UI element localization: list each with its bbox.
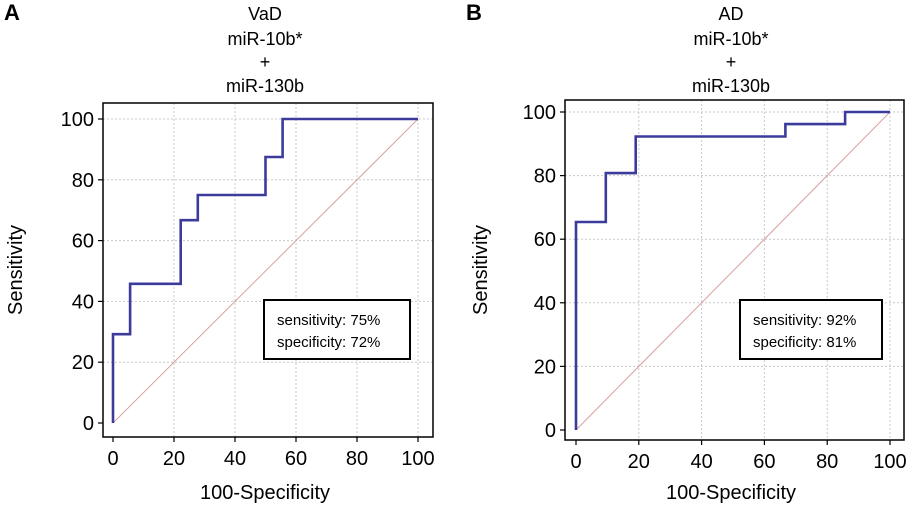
panel-a-x-tick-label: 20 <box>163 448 185 470</box>
panel-b-stats-box-frame <box>739 299 883 360</box>
panel-b-roc-curve <box>574 110 890 430</box>
panel-b-y-axis-label: Sensitivity <box>470 225 492 315</box>
panel-a-x-tick-label: 80 <box>346 448 368 470</box>
panel-b-y-tick-label: 20 <box>534 356 556 378</box>
panel-a-y-tick-label: 40 <box>72 291 94 313</box>
panel-label-b: B <box>466 0 482 25</box>
panel-b-x-tick-label: 20 <box>628 451 650 473</box>
panel-a-y-axis-label: Sensitivity <box>5 225 27 315</box>
panel-a-ticks: 0 20 40 60 80 100 0 20 40 60 80 100 <box>61 109 435 470</box>
panel-a-title-line-2: miR-10b* <box>227 29 302 49</box>
panel-b-title-line-1: AD <box>718 4 743 24</box>
panel-a-y-tick-label: 0 <box>83 413 94 435</box>
panel-b: B AD miR-10b* + miR-130b 0 20 40 60 80 100 0 20… <box>466 0 907 504</box>
panel-label-a: A <box>4 0 20 25</box>
panel-a-x-axis-label: 100-Specificity <box>200 482 330 504</box>
panel-a-x-tick-label: 40 <box>224 448 246 470</box>
panel-b-ticks: 0 20 40 60 80 100 0 20 40 60 80 100 <box>523 102 907 473</box>
panel-a-specificity-text: specificity: 72% <box>277 334 380 351</box>
panel-a-roc-curve <box>111 117 418 423</box>
panel-b-x-tick-label: 40 <box>690 451 712 473</box>
panel-b-y-tick-label: 60 <box>534 229 556 251</box>
panel-a-stats-box: sensitivity: 75% specificity: 72% <box>263 299 411 360</box>
panel-b-sensitivity-text: sensitivity: 92% <box>753 312 856 329</box>
panel-a-title-line-4: miR-130b <box>226 76 304 96</box>
panel-a-sensitivity-text: sensitivity: 75% <box>277 312 380 329</box>
panel-b-y-tick-label: 0 <box>545 420 556 442</box>
panel-a-x-tick-label: 60 <box>285 448 307 470</box>
panel-b-title-line-3: + <box>726 52 737 72</box>
panel-b-stats-box: sensitivity: 92% specificity: 81% <box>739 299 883 360</box>
panel-a-x-tick-label: 100 <box>401 448 434 470</box>
panel-b-title-line-2: miR-10b* <box>693 29 768 49</box>
panel-b-y-tick-label: 80 <box>534 166 556 188</box>
panel-b-x-tick-label: 0 <box>570 451 581 473</box>
panel-a-stats-box-frame <box>263 299 411 360</box>
panel-b-specificity-text: specificity: 81% <box>753 334 856 351</box>
panel-b-plot-frame <box>564 99 905 441</box>
panel-a-reference-diagonal <box>112 118 419 424</box>
panel-b-y-tick-label: 100 <box>523 102 556 124</box>
panel-a-y-tick-label: 80 <box>72 170 94 192</box>
panel-b-grid <box>565 100 904 440</box>
panel-b-x-tick-label: 100 <box>873 451 906 473</box>
panel-a-y-tick-label: 100 <box>61 109 94 131</box>
panel-b-x-tick-label: 80 <box>816 451 838 473</box>
panel-a-title-line-3: + <box>260 52 271 72</box>
panel-a-title-line-1: VaD <box>248 4 282 24</box>
panel-a: A VaD miR-10b* + miR-130b 0 20 40 60 80 100 0 2… <box>4 0 435 504</box>
panel-b-reference-diagonal <box>575 111 891 431</box>
panel-a-plot-frame <box>102 102 434 438</box>
panel-a-y-tick-label: 20 <box>72 352 94 374</box>
panel-b-y-tick-label: 40 <box>534 293 556 315</box>
panel-b-x-tick-label: 60 <box>753 451 775 473</box>
panel-a-y-tick-label: 60 <box>72 231 94 253</box>
panel-b-title-line-4: miR-130b <box>692 76 770 96</box>
panel-b-x-axis-label: 100-Specificity <box>666 482 796 504</box>
panel-a-x-tick-label: 0 <box>107 448 118 470</box>
